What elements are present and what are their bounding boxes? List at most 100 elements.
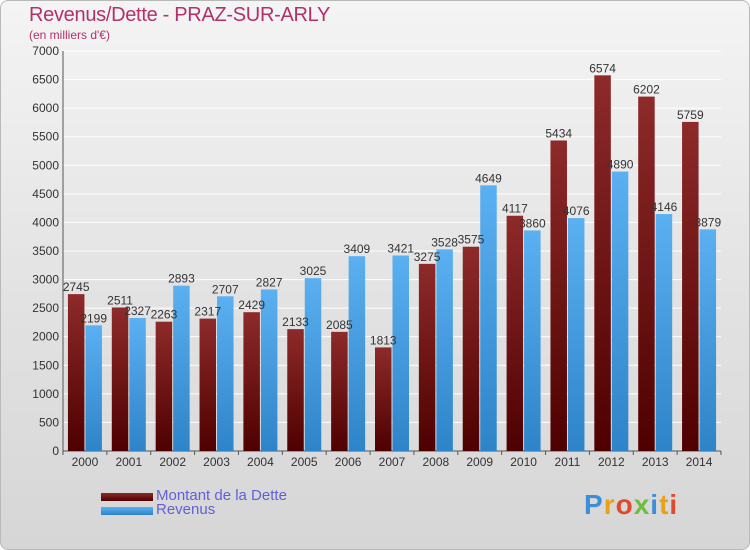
data-label: 2199: [80, 311, 107, 325]
bar-dette: [418, 263, 436, 451]
bar-dette: [111, 307, 129, 451]
data-label: 6202: [633, 83, 660, 97]
data-label: 2429: [238, 298, 265, 312]
bar-dette: [243, 312, 260, 451]
data-label: 5434: [545, 126, 572, 140]
logo-letter: t: [659, 489, 670, 520]
legend-swatch-revenus: [101, 507, 153, 515]
x-tick-label: 2005: [291, 455, 318, 469]
y-tick-label: 2500: [32, 301, 59, 315]
logo-letter: x: [633, 489, 651, 520]
y-tick-label: 4000: [32, 215, 59, 229]
y-tick-label: 3500: [32, 244, 59, 258]
bar-revenus: [260, 289, 278, 451]
chart-title: Revenus/Dette - PRAZ-SUR-ARLY: [29, 4, 331, 26]
y-tick-label: 5000: [32, 158, 59, 172]
x-tick-label: 2007: [379, 455, 406, 469]
x-tick-label: 2003: [203, 455, 230, 469]
data-label: 2827: [256, 275, 283, 289]
data-label: 2511: [107, 294, 133, 308]
x-tick-label: 2012: [598, 455, 625, 469]
x-tick-label: 2008: [423, 455, 450, 469]
y-tick-label: 0: [52, 444, 59, 458]
proxiti-logo: Proxiti: [584, 489, 678, 521]
bar-revenus: [611, 171, 629, 452]
bar-revenus: [480, 185, 497, 452]
data-label: 6574: [589, 61, 616, 75]
y-tick-label: 6500: [32, 73, 59, 87]
bar-revenus: [524, 230, 541, 451]
bar-revenus: [436, 249, 453, 451]
bar-dette: [67, 294, 85, 451]
x-tick-label: 2002: [159, 455, 186, 469]
data-label: 5759: [677, 108, 704, 122]
data-label: 3575: [458, 233, 485, 247]
y-tick-label: 4500: [32, 187, 59, 201]
bar-dette: [594, 75, 611, 451]
y-tick-label: 6000: [32, 101, 59, 115]
x-tick-label: 2006: [335, 455, 362, 469]
y-tick-label: 7000: [32, 44, 59, 58]
bar-revenus: [129, 318, 146, 451]
data-label: 4146: [651, 200, 678, 214]
bar-dette: [506, 215, 524, 451]
bar-revenus: [655, 214, 673, 451]
legend-label-revenus: Revenus: [156, 501, 216, 518]
bar-revenus: [567, 218, 585, 451]
x-tick-label: 2009: [466, 455, 493, 469]
data-label: 3275: [414, 250, 441, 264]
bar-dette: [331, 331, 348, 451]
y-tick-label: 3000: [32, 273, 59, 287]
bar-dette: [638, 96, 655, 451]
data-label: 3528: [431, 235, 458, 249]
bar-dette: [287, 329, 304, 451]
y-tick-label: 1500: [32, 358, 59, 372]
bar-dette: [462, 246, 480, 451]
data-label: 3025: [300, 264, 327, 278]
legend-label-dette: Montant de la Dette: [156, 487, 287, 504]
x-tick-label: 2004: [247, 455, 274, 469]
bar-revenus: [173, 285, 190, 451]
x-tick-label: 2000: [72, 455, 99, 469]
data-label: 2317: [194, 305, 221, 319]
gridlines: [63, 50, 721, 423]
data-labels: 2745 2511 2263 2317 2429 2133 2085 1813 3275 3575…: [63, 61, 722, 347]
axes: 0 500 1000 1500 2000 2500 3000 3500 4000 4500 5000…: [32, 44, 722, 469]
data-label: 2263: [151, 308, 178, 322]
x-tick-label: 2001: [115, 455, 142, 469]
logo-letter: P: [584, 489, 604, 520]
y-tick-label: 5500: [32, 130, 59, 144]
x-tick-label: 2010: [510, 455, 537, 469]
data-label: 2133: [282, 315, 309, 329]
bar-dette: [550, 140, 567, 451]
bar-revenus: [348, 256, 366, 451]
data-label: 3421: [387, 242, 414, 256]
bar-dette: [155, 321, 173, 451]
bar-revenus: [217, 296, 234, 451]
data-label: 4890: [607, 158, 634, 172]
bar-dette: [682, 121, 699, 452]
bar-revenus: [392, 255, 409, 451]
y-tick-label: 1000: [32, 387, 59, 401]
data-label: 4076: [563, 204, 590, 218]
data-label: 4649: [475, 171, 502, 185]
bar-dette: [199, 318, 217, 451]
y-tick-label: 2000: [32, 330, 59, 344]
data-label: 2085: [326, 318, 353, 332]
bar-revenus: [699, 229, 717, 451]
data-label: 3879: [694, 215, 721, 229]
data-label: 3860: [519, 216, 546, 230]
data-label: 3409: [344, 242, 371, 256]
bar-revenus: [85, 325, 102, 451]
data-label: 2893: [168, 272, 195, 286]
data-label: 1813: [370, 333, 397, 347]
bar-dette: [375, 347, 392, 451]
logo-letter: r: [603, 489, 616, 520]
chart-subtitle: (en milliers d'€): [29, 28, 110, 42]
logo-letter: i: [650, 489, 660, 520]
x-tick-label: 2014: [686, 455, 713, 469]
data-label: 2707: [212, 282, 239, 296]
legend-swatch-dette: [101, 493, 153, 501]
